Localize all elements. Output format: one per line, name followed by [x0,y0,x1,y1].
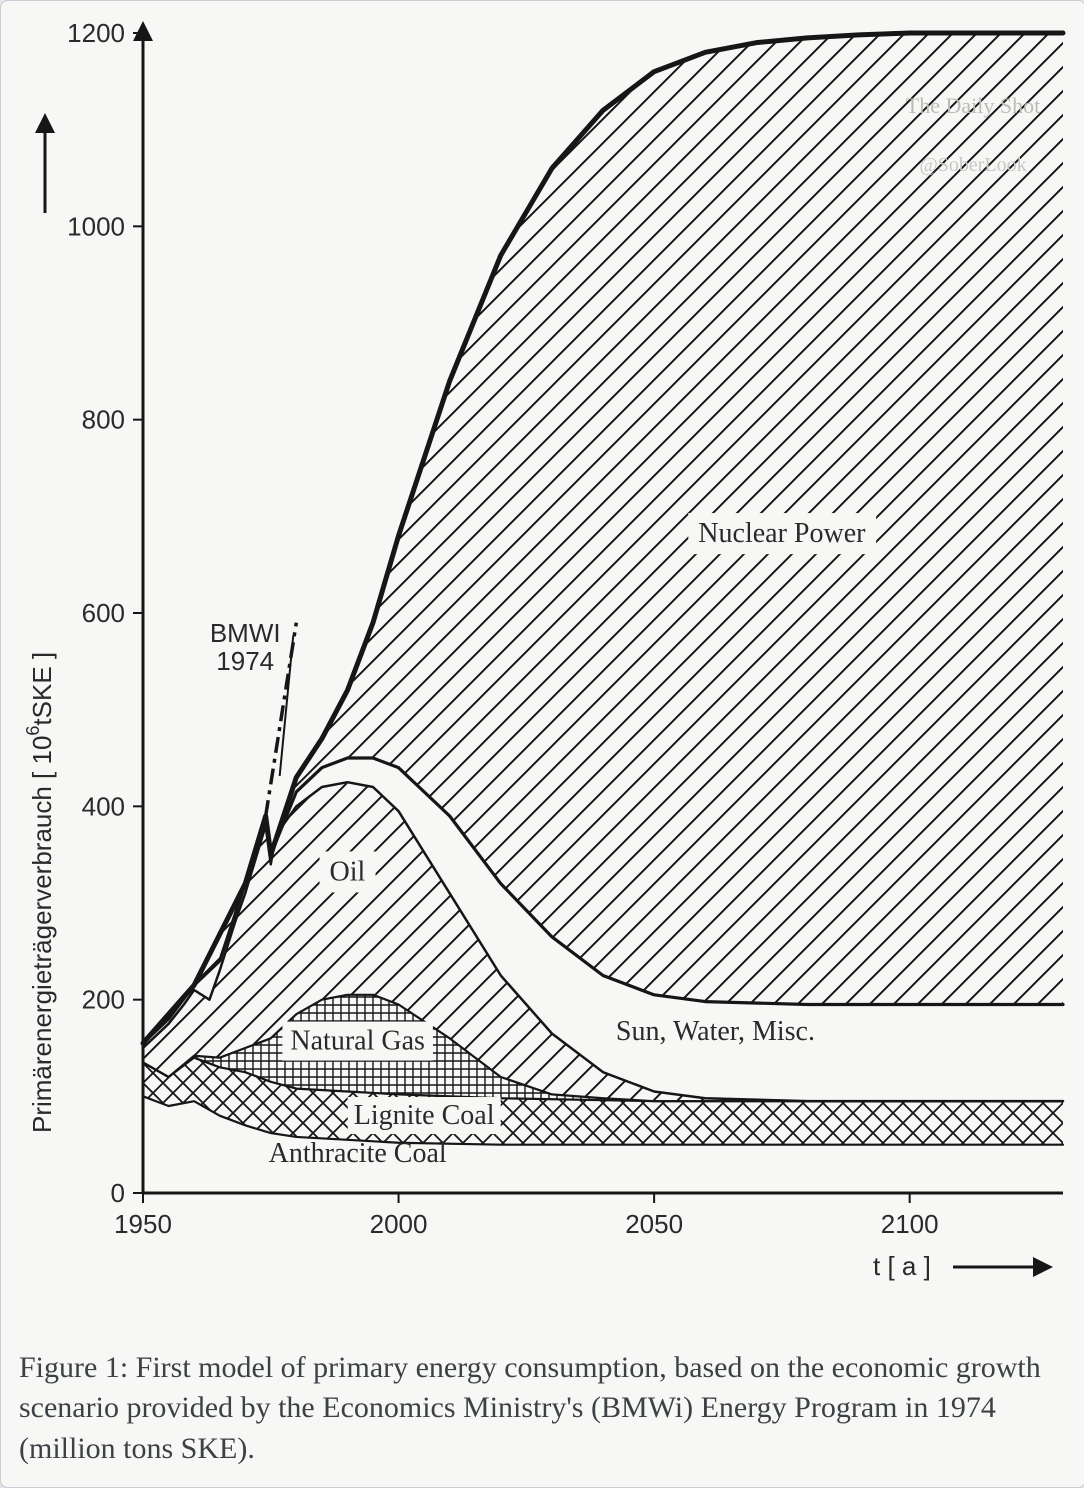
x-tick-label: 1950 [114,1209,172,1239]
y-tick-label: 1200 [67,18,125,48]
energy-chart: Nuclear Power Sun, Water, Misc. Oil Natural… [13,13,1073,1303]
watermark: @SoberLook [919,154,1026,176]
series-label: Oil [330,856,366,887]
y-tick-label: 600 [82,598,125,628]
caption-text: Figure 1: First model of primary energy … [19,1351,1041,1465]
series-label: Sun, Water, Misc. [616,1016,815,1047]
series-label: Nuclear Power [698,518,866,549]
series-label: Natural Gas [290,1026,425,1057]
series-label: Anthracite Coal [269,1138,447,1169]
x-tick-label: 2050 [625,1209,683,1239]
x-axis-label: t [ a ] [873,1251,931,1281]
figure-caption: Figure 1: First model of primary energy … [19,1348,1067,1470]
figure-card: Nuclear Power Sun, Water, Misc. Oil Natural… [0,0,1084,1488]
y-axis-label: Primärenergieträgerverbrauch [ 106tSKE ] [23,652,57,1133]
y-tick-label: 400 [82,791,125,821]
watermark: The Daily Shot [906,93,1040,118]
x-tick-label: 2100 [881,1209,939,1239]
y-tick-label: 0 [111,1178,125,1208]
y-tick-label: 200 [82,985,125,1015]
x-tick-label: 2000 [370,1209,428,1239]
bmwi-annotation: BMWI1974 [210,618,281,676]
series-label: Lignite Coal [354,1100,495,1131]
plot-area: Nuclear Power Sun, Water, Misc. Oil Natural… [13,13,1073,1307]
y-tick-label: 800 [82,405,125,435]
y-tick-label: 1000 [67,211,125,241]
